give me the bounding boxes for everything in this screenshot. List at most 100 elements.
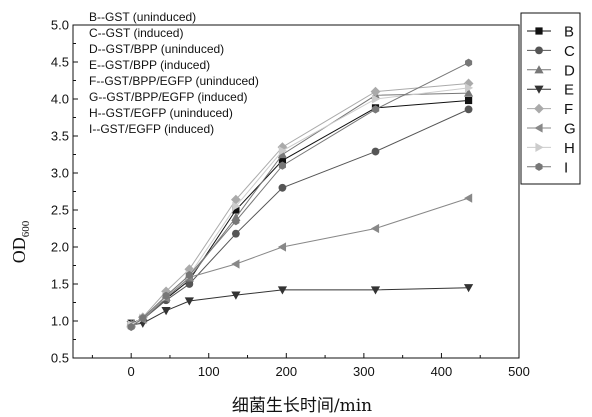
data-point	[370, 86, 381, 97]
data-point	[278, 146, 288, 156]
series-h	[127, 83, 474, 330]
legend-swatch-marker	[535, 162, 543, 171]
legend-item-b: B	[527, 24, 574, 41]
legend-swatch-marker	[535, 27, 543, 35]
data-point	[232, 201, 241, 211]
annotation-line: E--GST/BPP (induced)	[89, 58, 210, 72]
series-i	[127, 58, 473, 332]
annotation-line: B--GST (uninduced)	[89, 10, 196, 24]
data-point	[231, 259, 240, 269]
legend-item-i: I	[527, 159, 568, 176]
annotation-line: D--GST/BPP (uninduced)	[89, 42, 224, 56]
data-point	[370, 223, 380, 234]
legend-swatch-marker	[535, 142, 544, 152]
data-point	[230, 194, 241, 205]
legend-swatch-marker	[534, 123, 543, 133]
data-point	[370, 286, 381, 295]
x-tick-label: 400	[431, 364, 453, 379]
legend-swatch-marker	[534, 103, 544, 114]
y-tick-label: 2.5	[51, 203, 69, 218]
data-point	[231, 229, 240, 238]
y-tick-label: 3.5	[51, 129, 69, 144]
legend-swatch-marker	[534, 65, 544, 74]
x-axis-label: 细菌生长时间/min	[232, 396, 372, 416]
legend-item-h: H	[527, 140, 575, 157]
annotation-line: I--GST/EGFP (induced)	[89, 122, 214, 136]
data-point	[464, 105, 473, 114]
annotation-line: H--GST/EGFP (uninduced)	[89, 106, 233, 120]
data-point	[278, 183, 287, 192]
y-tick-label: 0.5	[51, 351, 69, 366]
series-c	[127, 105, 473, 329]
x-tick-label: 0	[128, 364, 135, 379]
series-line	[130, 197, 469, 325]
y-axis-label: OD600	[9, 220, 32, 263]
data-point	[464, 96, 473, 105]
series-line	[131, 287, 469, 326]
y-axis-label-main: OD600	[9, 220, 32, 263]
y-tick-label: 1.0	[51, 314, 69, 329]
legend-label: H	[564, 140, 575, 157]
y-tick-label: 1.5	[51, 277, 69, 292]
legend-item-g: G	[527, 121, 576, 138]
series-g	[126, 193, 473, 329]
y-axis-label-od: OD	[9, 237, 29, 263]
x-tick-label: 200	[275, 364, 297, 379]
data-point	[463, 88, 474, 97]
axes: 0 100 200 300 400 500 0.5 1.0 1.5 2.0 2.5 3.0 3.5 4.0…	[51, 18, 530, 380]
legend-label: F	[564, 101, 573, 118]
legend-label: G	[564, 121, 576, 138]
legend-label: C	[564, 43, 575, 60]
data-point	[139, 313, 147, 323]
data-point	[162, 291, 170, 300]
x-tick-label: 500	[508, 364, 530, 379]
series-layer	[126, 58, 474, 332]
annotation-line: F--GST/BPP/EGFP (uninduced)	[89, 74, 259, 88]
series-line	[130, 82, 469, 327]
y-tick-label: 5.0	[51, 18, 69, 33]
legend-swatch-marker	[535, 46, 543, 55]
data-point	[277, 242, 287, 252]
data-point	[231, 291, 241, 300]
annotation-line: G--GST/BPP/EGFP (induced)	[89, 90, 248, 104]
legend-item-e: E	[527, 82, 574, 99]
annotation-line: C--GST (induced)	[89, 26, 183, 40]
data-point	[127, 322, 135, 332]
data-point	[465, 58, 473, 67]
data-point	[371, 147, 380, 156]
data-point	[161, 307, 171, 316]
series-e	[126, 284, 474, 330]
data-point	[464, 83, 474, 93]
legend-item-f: F	[527, 101, 573, 118]
data-point	[371, 105, 380, 114]
x-tick-label: 100	[198, 364, 220, 379]
data-point	[278, 161, 286, 170]
data-point	[463, 193, 473, 203]
legend-label: D	[564, 62, 575, 79]
axis-labels: 细菌生长时间/min OD600	[9, 220, 372, 416]
data-point	[463, 284, 474, 293]
legend-box	[520, 12, 581, 185]
data-point	[185, 271, 193, 280]
data-point	[232, 217, 240, 226]
y-tick-label: 3.0	[51, 166, 69, 181]
legend-item-c: C	[527, 43, 575, 60]
y-axis-label-subscript: 600	[20, 220, 32, 237]
legend-item-d: D	[527, 62, 575, 79]
annotation-layer: B--GST (uninduced) C--GST (induced) D--GST…	[89, 10, 259, 136]
series-line	[130, 62, 469, 328]
legend-label: E	[564, 82, 574, 99]
legend-label: I	[564, 159, 568, 176]
data-point	[232, 206, 240, 214]
data-point	[184, 297, 194, 306]
y-tick-label: 2.0	[51, 240, 69, 255]
legend-swatch-marker	[534, 85, 544, 94]
legend-label: B	[564, 24, 574, 41]
data-point	[371, 94, 381, 104]
data-point	[277, 142, 288, 152]
data-point	[185, 280, 194, 288]
y-tick-label: 4.5	[51, 55, 69, 70]
data-point	[277, 149, 288, 159]
